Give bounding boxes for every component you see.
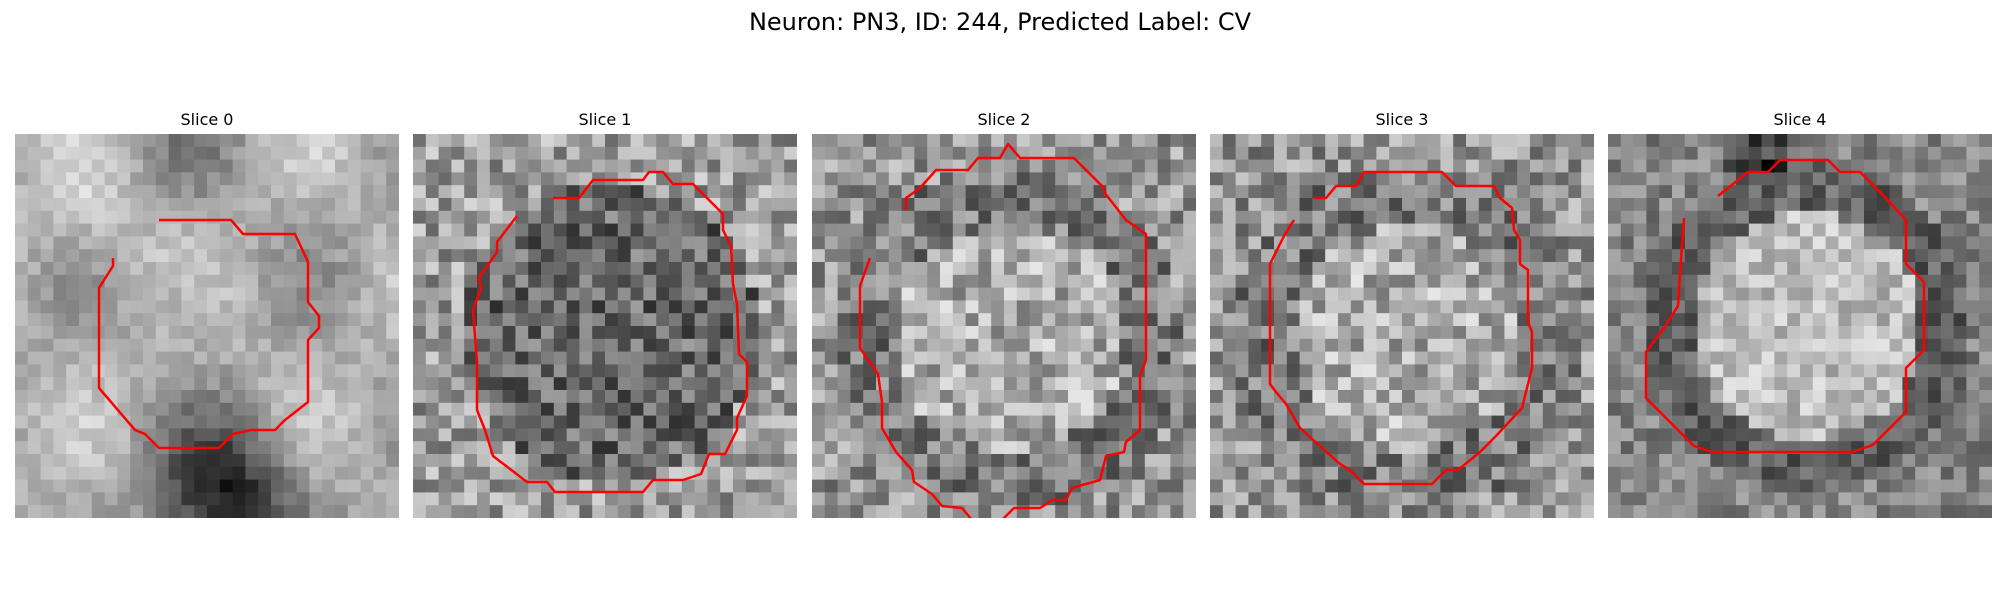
roi-contour-1 bbox=[471, 170, 749, 494]
slice-title-2: Slice 2 bbox=[977, 110, 1031, 129]
slice-title-4: Slice 4 bbox=[1773, 110, 1827, 129]
pixel-grid-4 bbox=[1608, 134, 1992, 518]
pixel-grid-1 bbox=[413, 134, 797, 518]
slice-panel-1: Slice 1 bbox=[413, 108, 797, 518]
slice-image-0 bbox=[15, 134, 399, 518]
slice-title-3: Slice 3 bbox=[1375, 110, 1429, 129]
slice-panel-0: Slice 0 bbox=[15, 108, 399, 518]
roi-contour-3 bbox=[1268, 170, 1534, 486]
slice-image-3 bbox=[1210, 134, 1594, 518]
pixel-grid-2 bbox=[812, 134, 1196, 518]
figure-suptitle: Neuron: PN3, ID: 244, Predicted Label: C… bbox=[748, 8, 1252, 36]
slice-panel-4: Slice 4 bbox=[1608, 108, 1992, 518]
slice-image-2 bbox=[812, 134, 1196, 518]
slice-title-0: Slice 0 bbox=[180, 110, 234, 129]
pixel-grid-3 bbox=[1210, 134, 1594, 518]
pixel-grid-0 bbox=[15, 134, 399, 518]
roi-contour-2 bbox=[858, 142, 1148, 518]
roi-contour-4 bbox=[1644, 158, 1926, 454]
slice-panel-2: Slice 2 bbox=[812, 108, 1196, 518]
slice-image-4 bbox=[1608, 134, 1992, 518]
slice-image-1 bbox=[413, 134, 797, 518]
roi-contour-0 bbox=[97, 218, 321, 450]
slice-title-1: Slice 1 bbox=[578, 110, 632, 129]
slice-panel-3: Slice 3 bbox=[1210, 108, 1594, 518]
